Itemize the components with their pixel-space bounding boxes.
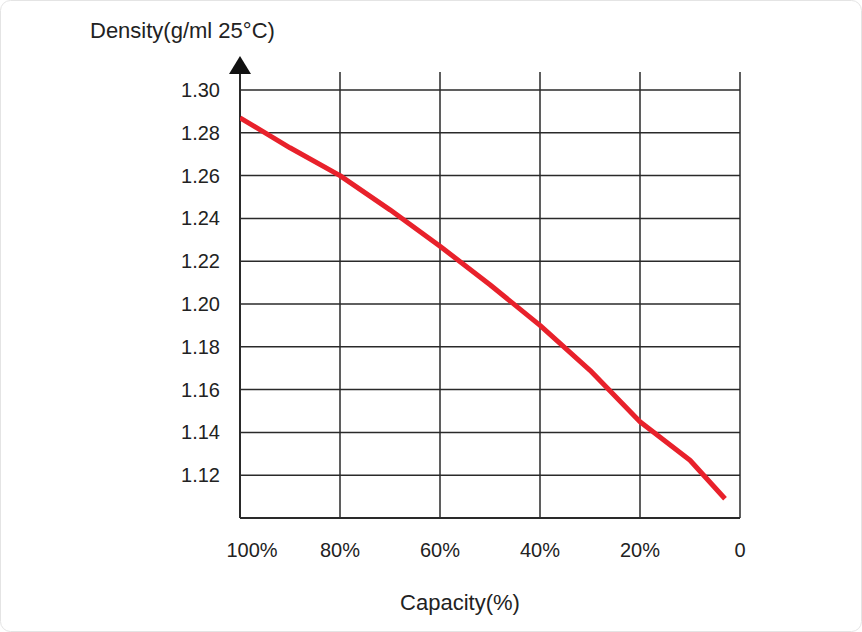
y-tick-label: 1.12: [181, 464, 220, 486]
y-axis: [239, 74, 241, 518]
grid-line-x: [539, 72, 541, 518]
chart-container: 1.12 1.14 1.16 1.18 1.20 1.22 1.24 1.26 1.28 1.30…: [0, 0, 862, 632]
x-tick-label: 80%: [320, 539, 360, 561]
grid-line-x: [239, 72, 241, 518]
grid-line-x: [639, 72, 641, 518]
grid-line-y: [240, 389, 740, 391]
grid-line-x: [339, 72, 341, 518]
y-axis-arrow: [229, 56, 251, 74]
x-axis-title: Capacity(%): [400, 590, 520, 615]
x-tick-label: 60%: [420, 539, 460, 561]
y-tick-label: 1.26: [181, 165, 220, 187]
grid-line-y: [240, 89, 740, 91]
grid: [240, 72, 740, 518]
data-line: [240, 118, 725, 499]
grid-line-x: [739, 72, 741, 518]
x-tick-label: 20%: [620, 539, 660, 561]
grid-line-y: [240, 218, 740, 220]
y-tick-label: 1.24: [181, 207, 220, 229]
y-tick-label: 1.22: [181, 250, 220, 272]
y-axis-title: Density(g/ml 25°C): [90, 18, 275, 43]
grid-line-y: [240, 474, 740, 476]
x-tick-label: 0: [734, 539, 745, 561]
x-tick-label: 100%: [226, 539, 277, 561]
y-tick-label: 1.28: [181, 122, 220, 144]
grid-line-y: [240, 132, 740, 134]
y-tick-label: 1.30: [181, 79, 220, 101]
y-tick-label: 1.14: [181, 421, 220, 443]
background: [1, 1, 862, 632]
x-axis: [240, 517, 740, 519]
grid-line-y: [240, 432, 740, 434]
chart-svg: 1.12 1.14 1.16 1.18 1.20 1.22 1.24 1.26 1.28 1.30…: [0, 0, 862, 632]
x-tick-label: 40%: [520, 539, 560, 561]
grid-line-y: [240, 303, 740, 305]
y-tick-label: 1.18: [181, 336, 220, 358]
grid-line-y: [240, 346, 740, 348]
grid-line-y: [240, 260, 740, 262]
y-tick-label: 1.16: [181, 379, 220, 401]
grid-line-y: [240, 175, 740, 177]
data-group: [240, 118, 725, 499]
grid-line-x: [439, 72, 441, 518]
y-tick-label: 1.20: [181, 293, 220, 315]
